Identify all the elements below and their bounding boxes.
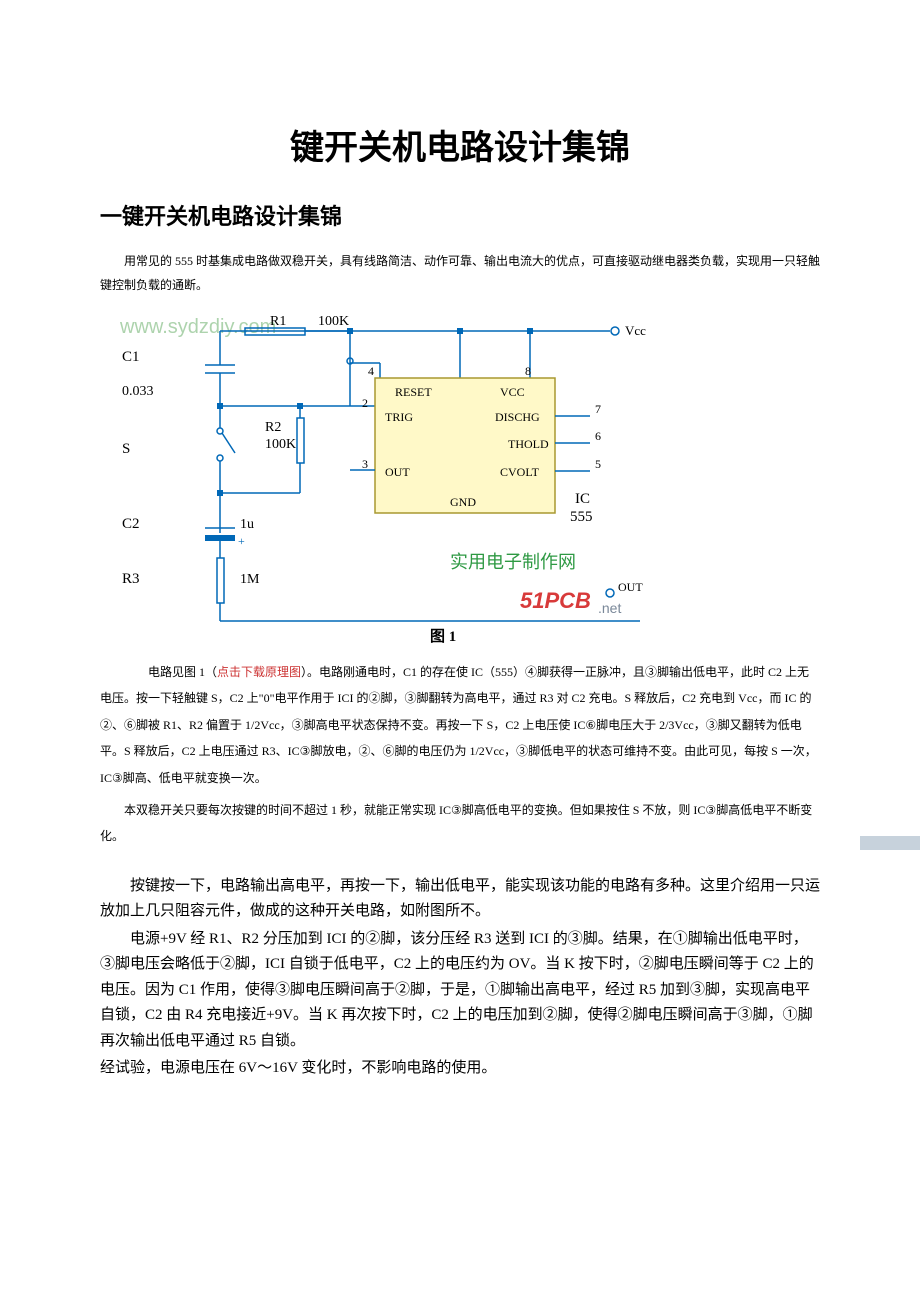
decorative-bar	[860, 836, 920, 850]
circuit-svg: www.sydzdiy.com Vcc R1 100K C1 0.033	[100, 303, 660, 653]
pin5-num: 5	[595, 457, 601, 471]
pin-dischg: DISCHG	[495, 410, 540, 424]
pcb-text: 51PCB	[520, 588, 591, 613]
c2-label: C2	[122, 516, 140, 532]
out-term-label: OUT	[618, 580, 643, 594]
download-link[interactable]: 点击下载原理图	[217, 665, 301, 679]
explanation-1: 电路见图 1（点击下载原理图）。电路刚通电时，C1 的存在使 IC（555）④脚…	[100, 659, 820, 791]
main-title: 键开关机电路设计集锦	[100, 120, 820, 169]
explanation-2: 本双稳开关只要每次按键的时间不超过 1 秒，就能正常实现 IC③脚高低电平的变换…	[100, 797, 820, 850]
brand-text: 实用电子制作网	[450, 552, 576, 572]
pin3-num: 3	[362, 457, 368, 471]
ic-model: 555	[570, 509, 593, 525]
pin2-num: 2	[362, 396, 368, 410]
pin-gnd: GND	[450, 495, 476, 509]
svg-text:+: +	[238, 534, 245, 548]
pin6-num: 6	[595, 429, 601, 443]
r2-label: R2	[265, 420, 281, 435]
r1-value: 100K	[318, 314, 349, 329]
pin4-num: 4	[368, 364, 374, 378]
pin8-num: 8	[525, 364, 531, 378]
body-para-1: 按键按一下，电路输出高电平，再按一下，输出低电平，能实现该功能的电路有多种。这里…	[100, 874, 820, 925]
c1-value: 0.033	[122, 384, 154, 399]
r3-value: 1M	[240, 572, 260, 587]
r2-value: 100K	[265, 437, 296, 452]
pin-cvolt: CVOLT	[500, 465, 540, 479]
pin-thold: THOLD	[508, 437, 549, 451]
r1-label: R1	[270, 314, 286, 329]
c1-label: C1	[122, 349, 140, 365]
s-label: S	[122, 441, 130, 457]
body-para-2: 电源+9V 经 R1、R2 分压加到 ICI 的②脚，该分压经 R3 送到 IC…	[100, 927, 820, 1055]
pin7-num: 7	[595, 402, 601, 416]
ic-label: IC	[575, 491, 590, 507]
r3-label: R3	[122, 571, 140, 587]
body-para-3: 经试验，电源电压在 6V～16V 变化时，不影响电路的使用。	[100, 1056, 820, 1082]
pin-reset: RESET	[395, 385, 432, 399]
c2-value: 1u	[240, 517, 254, 532]
vcc-label: Vcc	[625, 323, 646, 338]
pin-vcc: VCC	[500, 385, 525, 399]
intro-paragraph: 用常见的 555 时基集成电路做双稳开关，具有线路简洁、动作可靠、输出电流大的优…	[100, 249, 820, 297]
circuit-diagram: www.sydzdiy.com Vcc R1 100K C1 0.033	[100, 303, 660, 653]
pin-out: OUT	[385, 465, 410, 479]
pcb-suffix: .net	[598, 600, 621, 616]
pin-trig: TRIG	[385, 410, 413, 424]
figure-caption: 图 1	[430, 628, 456, 645]
subtitle: 一键开关机电路设计集锦	[100, 199, 820, 231]
